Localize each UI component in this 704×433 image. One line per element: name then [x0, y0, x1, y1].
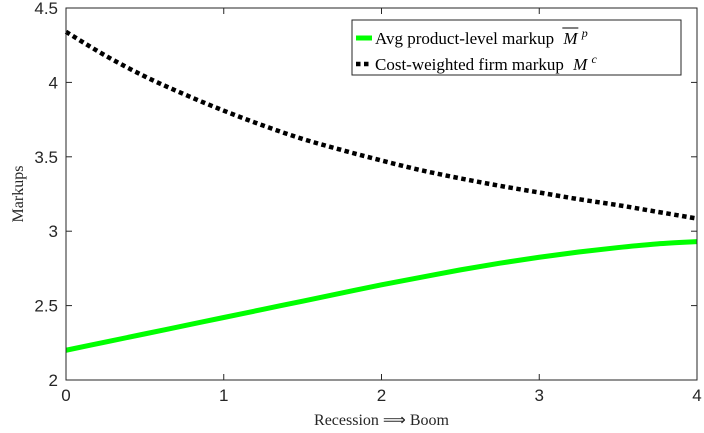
x-tick-label: 2: [377, 386, 386, 405]
y-axis-title: Markups: [10, 166, 27, 223]
x-tick-label: 4: [692, 386, 701, 405]
legend-math-superscript: c: [592, 52, 598, 66]
legend-label-text: Avg product-level markup: [375, 29, 554, 48]
legend-label-text: Cost-weighted firm markup: [375, 55, 564, 74]
legend-box: [351, 19, 682, 76]
y-tick-label: 3.5: [34, 148, 58, 167]
legend-entry-cost-weighted-markup: Cost-weighted firm markup M c: [375, 52, 598, 74]
legend-entry-avg-product-markup: Avg product-level markup M p: [375, 26, 588, 48]
y-tick-label: 2: [49, 371, 58, 390]
legend-math-superscript: p: [581, 26, 588, 40]
series-line-avg-product-markup: [65, 239, 698, 353]
x-tick-label: 0: [61, 386, 70, 405]
y-tick-label: 3: [49, 222, 58, 241]
y-tick-label: 4.5: [34, 0, 58, 18]
legend-math-symbol: M: [572, 55, 588, 74]
series-line-cost-weighted-markup: [64, 29, 698, 221]
x-tick-label: 1: [219, 386, 228, 405]
y-tick-label: 2.5: [34, 297, 58, 316]
legend-math-symbol: M: [562, 29, 578, 48]
legend: Avg product-level markup M p Cost-weight…: [351, 19, 682, 76]
x-axis-title: Recession ⟹ Boom: [314, 412, 449, 429]
x-tick-label: 3: [535, 386, 544, 405]
y-tick-label: 4: [49, 73, 58, 92]
